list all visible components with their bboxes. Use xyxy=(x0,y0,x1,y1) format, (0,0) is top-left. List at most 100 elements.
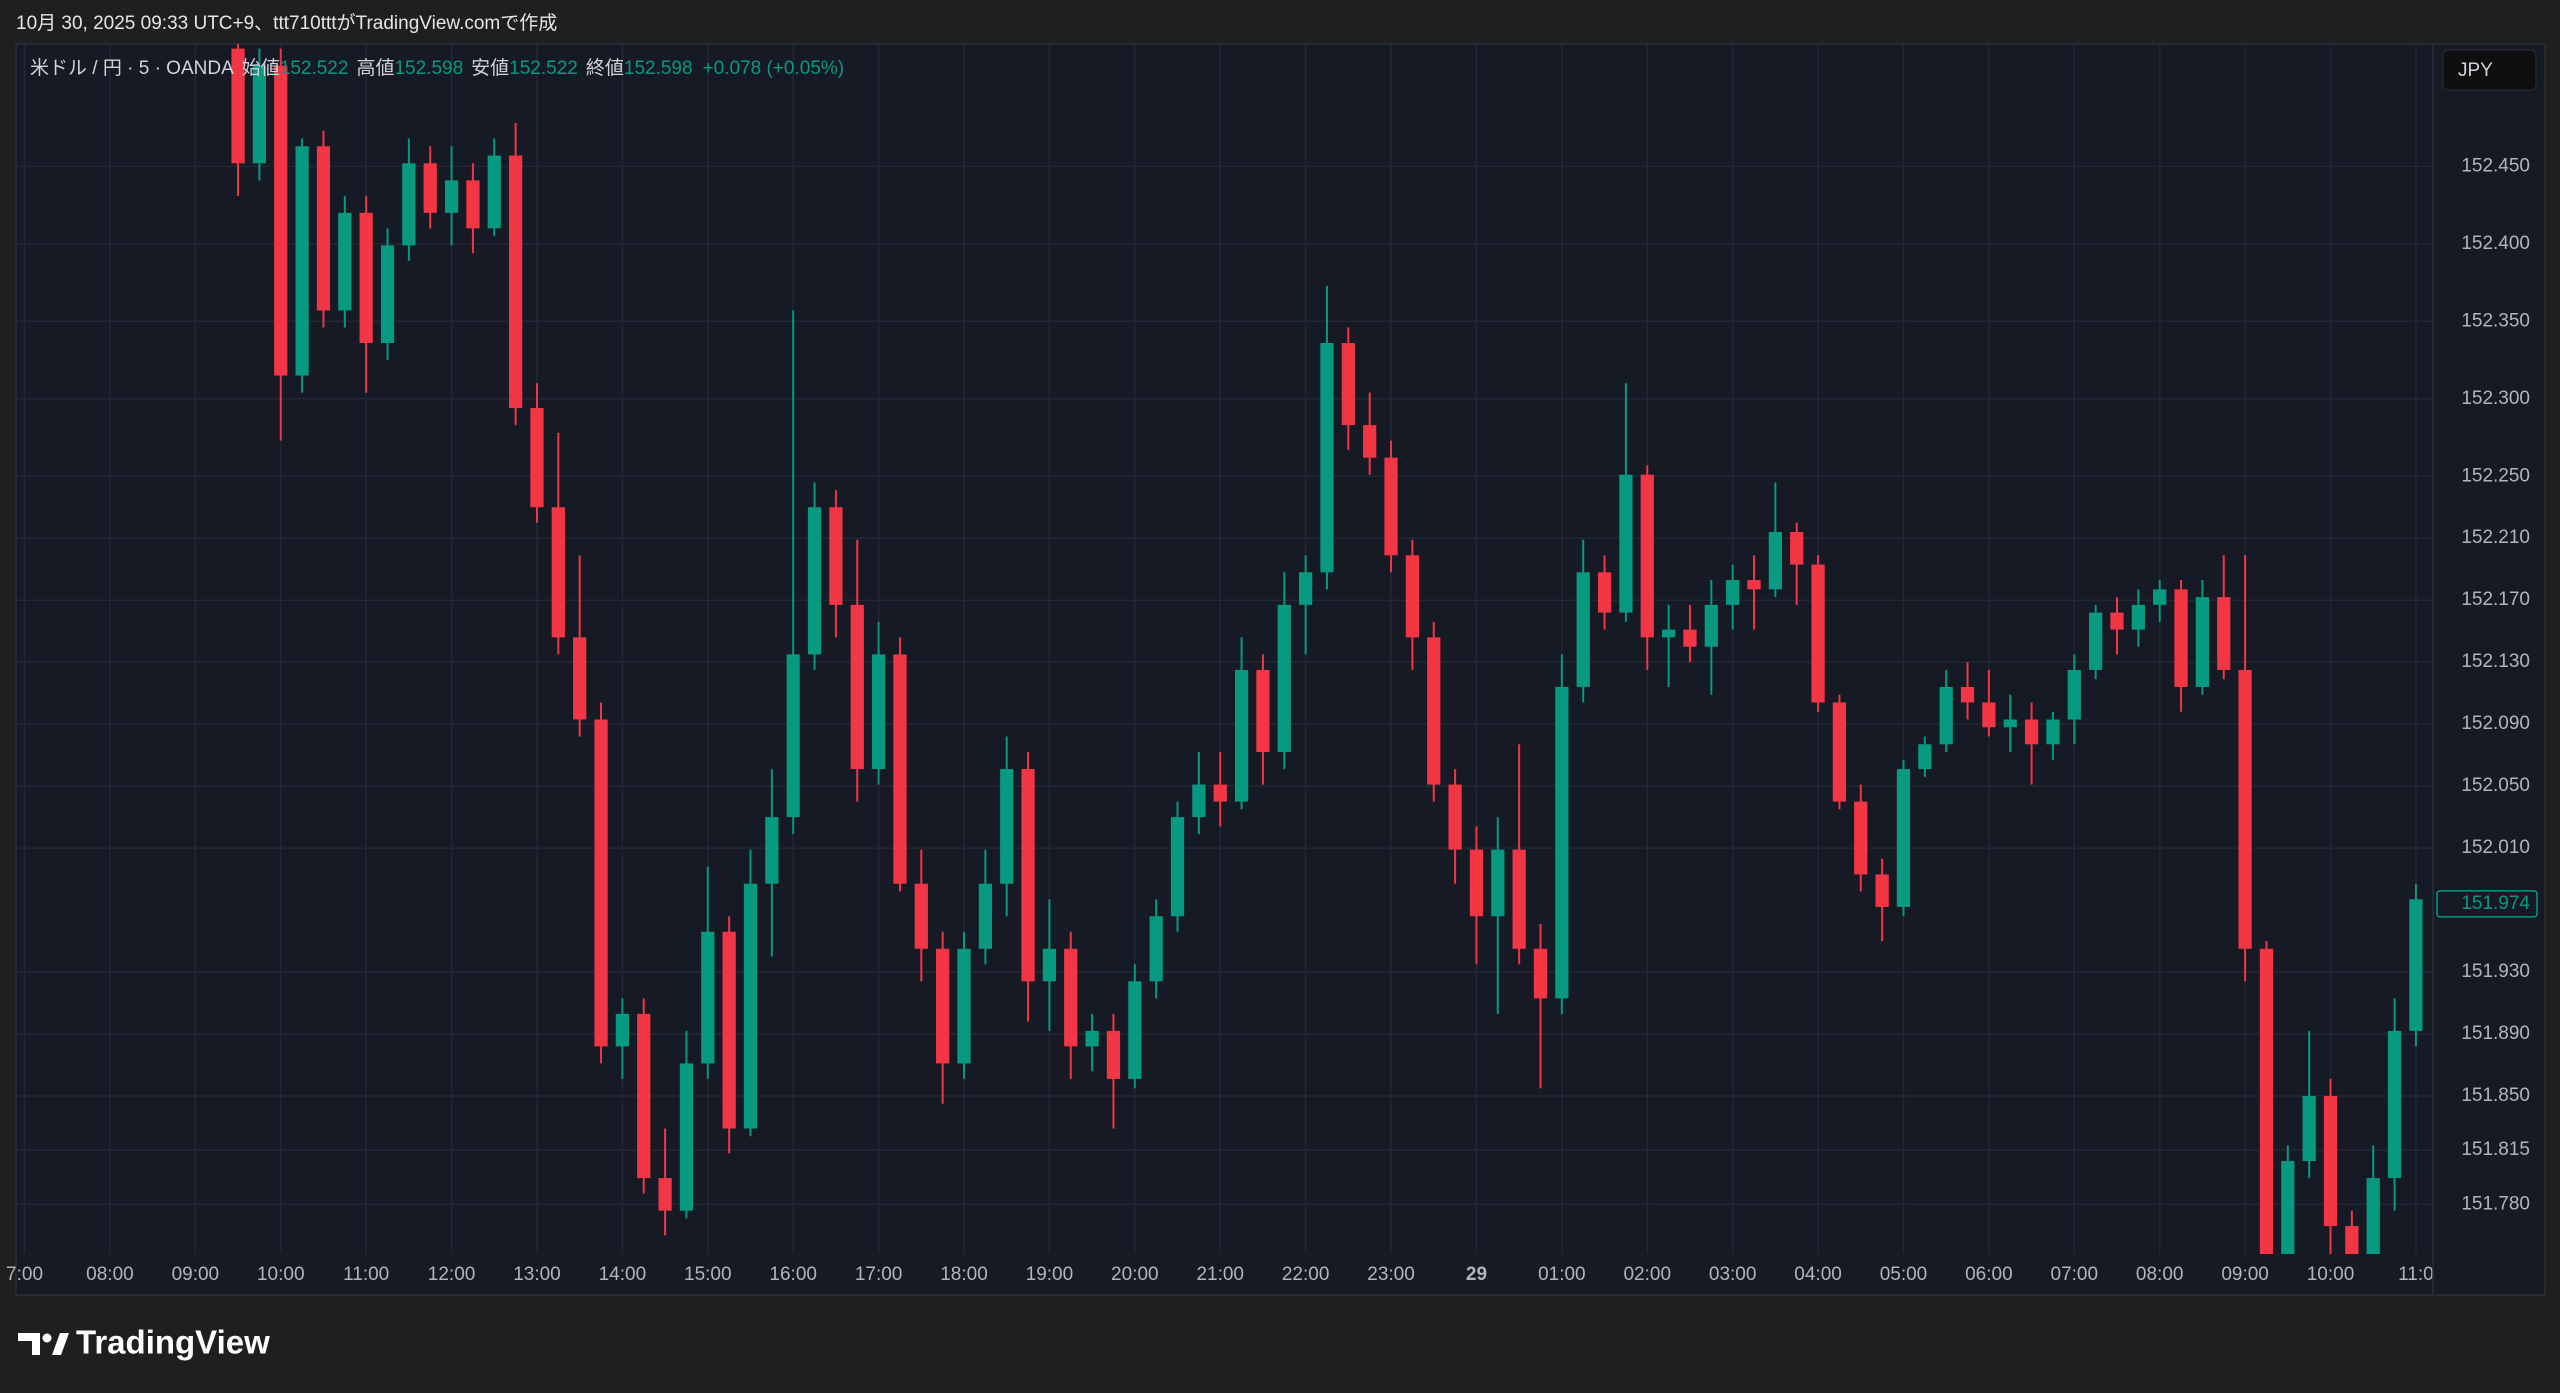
x-tick-label: 18:00 xyxy=(940,1264,988,1285)
candle-body xyxy=(1128,981,1142,1079)
candle-body xyxy=(1341,343,1355,426)
y-tick-label: 151.780 xyxy=(2461,1193,2530,1214)
candle-body xyxy=(295,146,309,376)
candle-body xyxy=(871,654,886,770)
candle-body xyxy=(1597,572,1612,613)
legend-value: 152.598 xyxy=(394,58,463,79)
candle-body xyxy=(2259,948,2274,1254)
logo-mark xyxy=(18,1333,40,1355)
candle-body xyxy=(957,948,971,1064)
x-tick-label: 02:00 xyxy=(1623,1264,1671,1285)
candle-body xyxy=(829,507,843,605)
y-tick-label: 151.850 xyxy=(2461,1085,2530,1106)
y-tick-label: 151.930 xyxy=(2461,961,2530,982)
candle-body xyxy=(2409,899,2423,1031)
candle-body xyxy=(359,212,373,344)
legend-value: 152.598 xyxy=(624,58,693,79)
x-tick-label: 08:00 xyxy=(2136,1264,2184,1285)
candle-body xyxy=(637,1013,651,1179)
candle-body xyxy=(2153,589,2167,605)
y-tick-label: 152.350 xyxy=(2461,310,2530,331)
candle-body xyxy=(509,155,523,409)
y-tick-label: 152.050 xyxy=(2461,775,2530,796)
candle-body xyxy=(1448,784,1462,850)
candle-body xyxy=(1106,1030,1121,1079)
candle-body xyxy=(1619,474,1633,613)
candle-body xyxy=(1747,580,1761,590)
candle-body xyxy=(1234,669,1249,802)
legend-value: 152.522 xyxy=(509,58,578,79)
candle-body xyxy=(2323,1095,2338,1227)
candle-body xyxy=(1811,564,1825,703)
candle-body xyxy=(1704,604,1718,647)
candle-body xyxy=(2024,719,2039,745)
candle-body xyxy=(1405,555,1420,638)
candle-body xyxy=(1085,1030,1099,1047)
logo-dot xyxy=(42,1333,52,1343)
candle-body xyxy=(1875,874,1889,907)
candle-body xyxy=(1320,343,1334,573)
candle-body xyxy=(2366,1178,2380,1254)
x-tick-label: 07:00 xyxy=(2051,1264,2099,1285)
x-tick-label: 11:0 xyxy=(2398,1264,2434,1285)
candle-body xyxy=(914,883,928,949)
candle-body xyxy=(1576,572,1590,687)
candle-body xyxy=(658,1178,672,1211)
candle-body xyxy=(1427,637,1441,785)
candle-body xyxy=(487,155,501,229)
logo-mark xyxy=(52,1333,69,1355)
candle-body xyxy=(1192,784,1206,818)
candle-body xyxy=(978,883,992,949)
x-tick-label: 19:00 xyxy=(1026,1264,1074,1285)
legend-label: 安値 xyxy=(471,57,509,79)
candle-body xyxy=(1363,425,1377,458)
candle-body xyxy=(2195,597,2210,687)
candle-body xyxy=(231,48,245,164)
candle-body xyxy=(701,931,715,1064)
candle-body xyxy=(380,245,395,344)
candle-body xyxy=(551,507,565,638)
y-tick-label: 152.300 xyxy=(2461,388,2530,409)
currency-button[interactable]: JPY xyxy=(2442,49,2537,91)
candle-body xyxy=(1640,474,1654,638)
candle-body xyxy=(2281,1161,2295,1254)
x-tick-label: 23:00 xyxy=(1367,1264,1415,1285)
candle-body xyxy=(850,604,864,770)
brand-name: TradingView xyxy=(76,1324,270,1361)
y-tick-label: 152.170 xyxy=(2461,589,2530,610)
candle-body xyxy=(1491,849,1505,917)
x-tick-label: 16:00 xyxy=(769,1264,817,1285)
brand-logo: TradingView xyxy=(18,1324,270,1361)
y-tick-label: 152.090 xyxy=(2461,713,2530,734)
candle-body xyxy=(1768,532,1782,590)
legend-change: +0.078 (+0.05%) xyxy=(703,58,845,79)
candle-body xyxy=(1064,948,1078,1047)
candle-body xyxy=(1533,948,1548,999)
x-tick-label: 09:00 xyxy=(172,1264,220,1285)
y-tick-label: 151.890 xyxy=(2461,1023,2530,1044)
candle-body xyxy=(807,507,822,655)
candle-body xyxy=(1683,629,1697,647)
x-tick-label: 7:00 xyxy=(6,1264,43,1285)
button-frame[interactable] xyxy=(2442,49,2537,91)
candle-body xyxy=(893,654,907,884)
x-tick-label: 17:00 xyxy=(855,1264,903,1285)
candle-body xyxy=(1149,916,1163,982)
candle-body xyxy=(402,163,416,246)
candle-body xyxy=(1000,769,1014,884)
y-tick-label: 152.210 xyxy=(2461,527,2530,548)
candle-body xyxy=(1790,532,1804,565)
x-tick-label: 09:00 xyxy=(2221,1264,2269,1285)
x-tick-label: 15:00 xyxy=(684,1264,732,1285)
candle-body xyxy=(2217,597,2231,670)
legend-value: 152.522 xyxy=(280,58,349,79)
axes: 152.450 152.400 152.350 152.300 152.250 152.2… xyxy=(6,44,2538,1295)
candle-body xyxy=(2110,612,2124,630)
candle-body xyxy=(2003,719,2017,728)
candle-body xyxy=(1555,686,1569,999)
y-tick-label: 152.010 xyxy=(2461,837,2530,858)
candle-body xyxy=(2302,1095,2316,1162)
candle-body xyxy=(1918,744,1932,770)
button-label[interactable]: JPY xyxy=(2458,60,2493,81)
